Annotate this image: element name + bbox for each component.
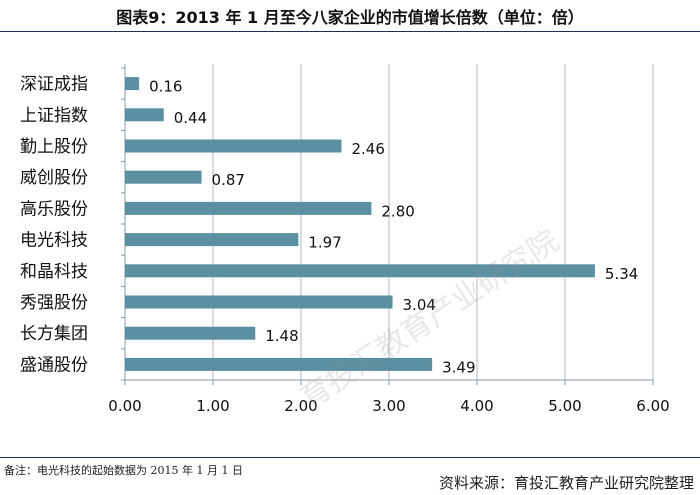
category-label: 电光科技 [20, 231, 88, 251]
category-label: 长方集团 [20, 324, 88, 344]
footer-rule [0, 457, 700, 458]
value-label: 1.97 [308, 234, 341, 252]
value-label: 5.34 [605, 265, 638, 283]
x-tick-label: 2.00 [284, 397, 317, 415]
value-label: 0.87 [212, 171, 245, 189]
x-tick-label: 1.00 [196, 397, 229, 415]
bar [125, 139, 342, 153]
bar [125, 201, 372, 215]
category-label: 勤上股份 [20, 137, 88, 157]
value-label: 2.46 [351, 140, 384, 158]
value-label: 3.49 [442, 358, 475, 376]
bar [125, 295, 393, 309]
bar [125, 357, 433, 371]
bar [125, 77, 140, 91]
value-label: 1.48 [265, 327, 298, 345]
bar [125, 170, 202, 184]
category-label: 秀强股份 [20, 293, 88, 313]
x-tick-label: 6.00 [636, 397, 669, 415]
category-label: 高乐股份 [20, 199, 88, 219]
bar [125, 264, 595, 278]
category-label: 威创股份 [20, 168, 88, 188]
x-tick-label: 5.00 [548, 397, 581, 415]
category-label: 上证指数 [20, 106, 88, 126]
value-labels: 0.16 0.44 2.46 0.87 2.80 1.97 5.34 3.04 1.48 3.49 [149, 78, 638, 377]
x-tick-label: 0.00 [108, 397, 141, 415]
category-label: 和晶科技 [20, 262, 88, 282]
value-label: 3.04 [403, 296, 436, 314]
grid-lines [212, 64, 654, 380]
value-label: 2.80 [381, 202, 414, 220]
bar-chart: 深证成指上证指数勤上股份威创股份高乐股份电光科技和晶科技秀强股份长方集团盛通股份… [20, 64, 670, 415]
category-label: 盛通股份 [20, 355, 88, 375]
bar [125, 233, 299, 247]
bars [125, 77, 595, 371]
value-label: 0.44 [174, 109, 207, 127]
value-label: 0.16 [149, 78, 182, 96]
x-tick-label: 3.00 [372, 397, 405, 415]
chart-title: 图表9：2013 年 1 月至今八家企业的市值增长倍数（单位：倍） [116, 8, 584, 27]
footnote: 备注：电光科技的起始数据为 2015 年 1 月 1 日 [4, 464, 243, 477]
category-label: 深证成指 [20, 75, 88, 95]
x-tick-label: 4.00 [460, 397, 493, 415]
title-rule [0, 31, 700, 32]
bar [125, 326, 256, 340]
bar [125, 108, 164, 122]
x-tick-labels: 0.00 1.00 2.00 3.00 4.00 5.00 6.00 [108, 397, 669, 415]
source-note: 资料来源：育投汇教育产业研究院整理 [438, 474, 694, 492]
